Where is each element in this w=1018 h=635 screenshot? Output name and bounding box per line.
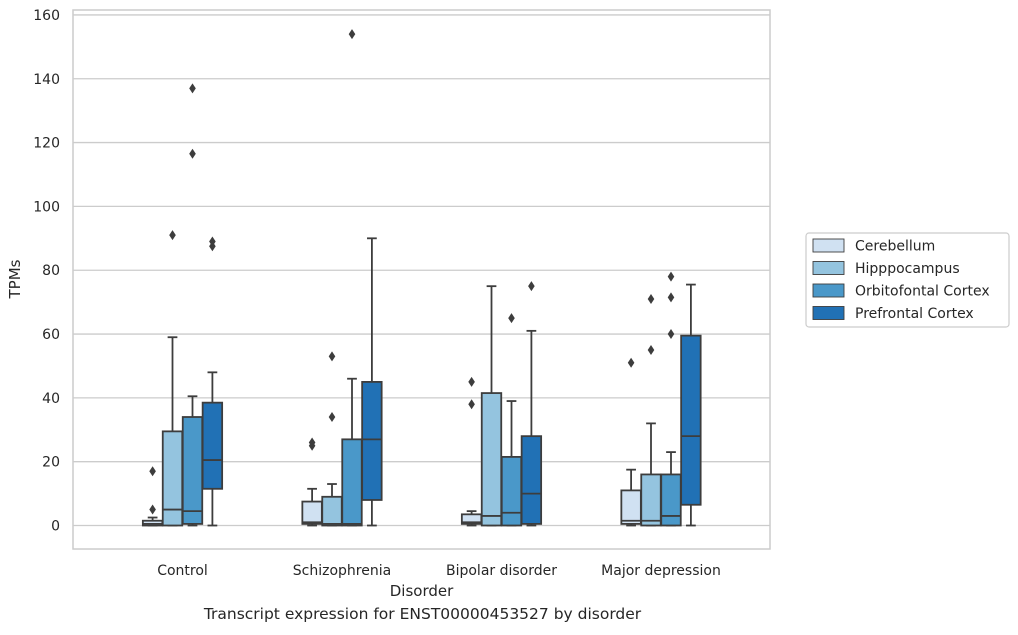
legend-label: Cerebellum xyxy=(855,239,935,255)
box-orbitofontal-cortex xyxy=(341,29,363,527)
outlier-point xyxy=(209,236,216,247)
box-orbitofontal-cortex xyxy=(181,83,204,527)
box-cerebellum xyxy=(141,466,164,527)
box-prefrontal-cortex xyxy=(520,281,543,527)
box-prefrontal-cortex xyxy=(201,236,224,527)
x-tick-labels: Control Schizophrenia Bipolar disorder Majo… xyxy=(157,563,721,579)
outlier-point xyxy=(627,357,635,368)
box-body xyxy=(321,495,343,527)
box-prefrontal-cortex xyxy=(680,283,702,527)
outlier-point xyxy=(348,29,356,40)
legend-swatch xyxy=(812,306,845,320)
box-hipppocampus xyxy=(640,293,662,527)
box-cerebellum xyxy=(620,357,642,527)
box-body xyxy=(161,430,184,527)
box-orbitofontal-cortex xyxy=(660,271,682,527)
box-body xyxy=(640,473,662,527)
outlier-point xyxy=(647,344,655,355)
y-tick-label: 120 xyxy=(33,136,60,152)
box-body xyxy=(480,392,503,527)
outlier-point xyxy=(468,376,475,387)
box-body xyxy=(181,416,204,525)
box-orbitofontal-cortex xyxy=(500,313,523,527)
outlier-point xyxy=(667,271,675,282)
chart-caption: Transcript expression for ENST0000045352… xyxy=(203,605,642,623)
x-tick-label: Control xyxy=(157,563,208,579)
outlier-point xyxy=(189,148,196,159)
y-tick-label: 80 xyxy=(42,263,60,279)
y-tick-label: 100 xyxy=(33,199,60,215)
box-body xyxy=(520,435,543,525)
legend-label: Orbitofontal Cortex xyxy=(855,284,990,300)
outlier-point xyxy=(667,292,675,303)
legend-label: Prefrontal Cortex xyxy=(855,306,974,322)
box-body xyxy=(201,401,224,490)
y-tick-label: 20 xyxy=(42,455,60,471)
legend-swatch xyxy=(812,261,845,275)
x-axis-label: Disorder xyxy=(390,582,454,600)
y-tick-label: 40 xyxy=(42,391,60,407)
box-hipppocampus xyxy=(161,230,184,527)
y-tick-label: 0 xyxy=(51,519,60,535)
plot-frame xyxy=(72,9,771,550)
box-body xyxy=(620,489,642,525)
box-cerebellum xyxy=(301,437,323,527)
outlier-point xyxy=(508,313,515,324)
box-prefrontal-cortex xyxy=(361,237,383,527)
outlier-point xyxy=(468,399,475,410)
outlier-point xyxy=(528,281,535,292)
x-tick-label: Bipolar disorder xyxy=(446,563,557,579)
box-body xyxy=(301,500,323,525)
outlier-point xyxy=(149,504,156,515)
box-hipppocampus xyxy=(321,351,343,527)
box-body xyxy=(341,438,363,527)
outlier-point xyxy=(149,466,156,477)
box-hipppocampus xyxy=(480,285,503,527)
y-tick-label: 140 xyxy=(33,72,60,88)
outlier-point xyxy=(308,437,316,448)
box-body xyxy=(361,381,383,501)
outlier-point xyxy=(647,293,655,304)
y-tick-labels: 0 20 40 60 80 100 120 140 160 xyxy=(33,8,60,535)
legend-box xyxy=(805,232,1010,328)
y-tick-label: 60 xyxy=(42,327,60,343)
x-tick-label: Schizophrenia xyxy=(293,563,391,579)
outlier-point xyxy=(169,230,176,241)
box-cerebellum xyxy=(460,376,483,527)
legend: Cerebellum Hipppocampus Orbitofontal Corte… xyxy=(805,232,1010,328)
outlier-point xyxy=(328,351,336,362)
y-tick-label: 160 xyxy=(33,8,60,24)
legend-swatch xyxy=(812,238,845,253)
legend-label: Hipppocampus xyxy=(855,261,960,277)
outlier-point xyxy=(667,329,675,340)
box-series-group xyxy=(141,29,702,527)
box-body xyxy=(660,473,682,527)
box-body xyxy=(500,455,523,527)
outlier-point xyxy=(328,412,336,423)
legend-swatch xyxy=(812,283,845,298)
y-axis-label: TPMs xyxy=(6,259,24,299)
outlier-point xyxy=(189,83,196,94)
x-tick-label: Major depression xyxy=(601,563,721,579)
box-body xyxy=(680,334,702,506)
